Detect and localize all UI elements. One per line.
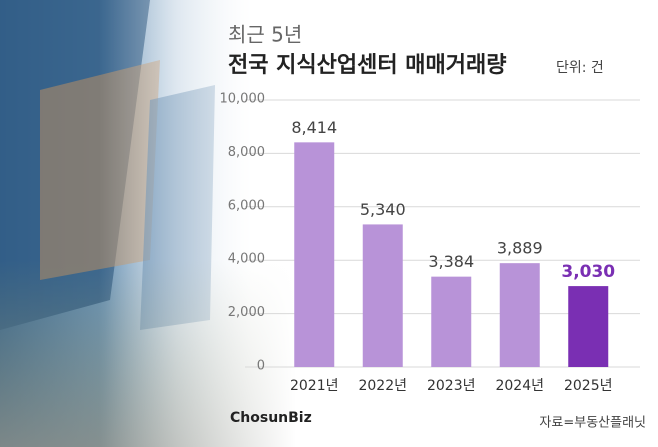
bar <box>362 224 403 367</box>
chart-title: 전국 지식산업센터 매매거래량 <box>228 53 506 78</box>
value-label: 3,889 <box>497 239 543 258</box>
source: 자료=부동산플래닛 <box>539 416 646 431</box>
y-tick-label: 4,000 <box>228 252 265 267</box>
y-tick-label: 0 <box>257 359 265 374</box>
value-label: 8,414 <box>291 118 337 137</box>
x-tick-label: 2023년 <box>427 378 476 394</box>
y-tick-label: 6,000 <box>228 198 265 213</box>
bar <box>431 276 472 367</box>
value-label: 3,030 <box>561 262 615 282</box>
y-tick-label: 8,000 <box>228 145 265 160</box>
x-tick-label: 2024년 <box>495 378 544 394</box>
bar <box>499 263 540 367</box>
y-tick-label: 2,000 <box>228 305 265 320</box>
x-tick-label: 2022년 <box>358 378 407 394</box>
unit-label: 단위: 건 <box>556 60 604 76</box>
bar <box>294 142 335 367</box>
value-label: 3,384 <box>428 252 474 271</box>
x-tick-label: 2021년 <box>290 378 339 394</box>
bar <box>568 286 609 367</box>
kicker: 최근 5년 <box>228 23 302 47</box>
logo: ChosunBiz <box>230 410 312 426</box>
x-tick-label: 2025년 <box>564 378 613 394</box>
y-tick-label: 10,000 <box>220 92 266 107</box>
value-label: 5,340 <box>360 200 406 219</box>
